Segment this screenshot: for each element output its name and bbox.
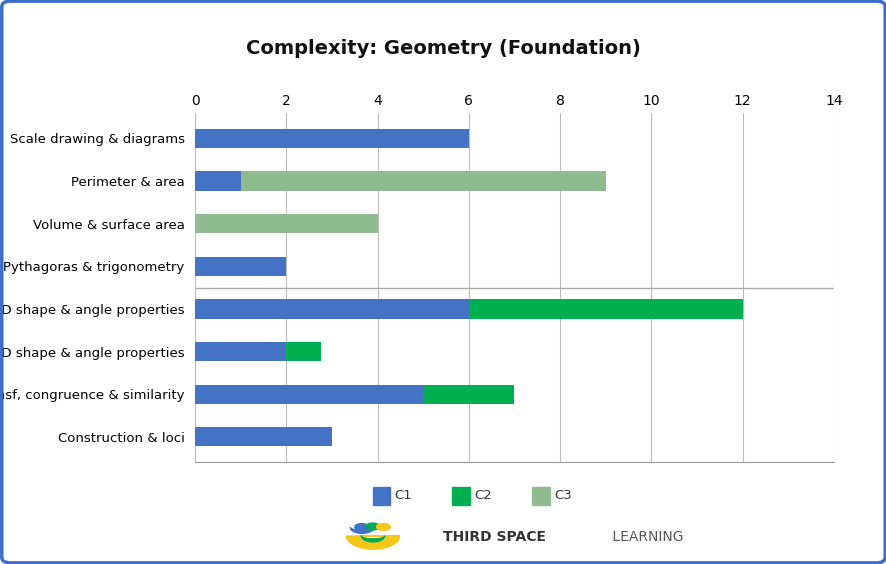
Text: THIRD SPACE: THIRD SPACE (443, 530, 546, 544)
Bar (240, 171, 605, 191)
Bar (195, 385, 423, 404)
Text: Complexity: Geometry (Foundation): Complexity: Geometry (Foundation) (245, 39, 641, 59)
Bar (195, 342, 286, 361)
Bar (195, 299, 469, 319)
Bar (423, 385, 514, 404)
Text: LEARNING: LEARNING (607, 530, 682, 544)
Bar (195, 428, 331, 447)
Circle shape (377, 523, 390, 530)
Text: C1: C1 (394, 489, 412, 503)
Bar (195, 257, 286, 276)
Bar (195, 214, 377, 233)
Text: C3: C3 (554, 489, 571, 503)
Bar (286, 342, 320, 361)
Circle shape (365, 523, 379, 530)
Bar (195, 129, 469, 148)
Text: C2: C2 (474, 489, 492, 503)
Bar (469, 299, 742, 319)
Bar (195, 171, 240, 191)
Circle shape (354, 523, 368, 530)
